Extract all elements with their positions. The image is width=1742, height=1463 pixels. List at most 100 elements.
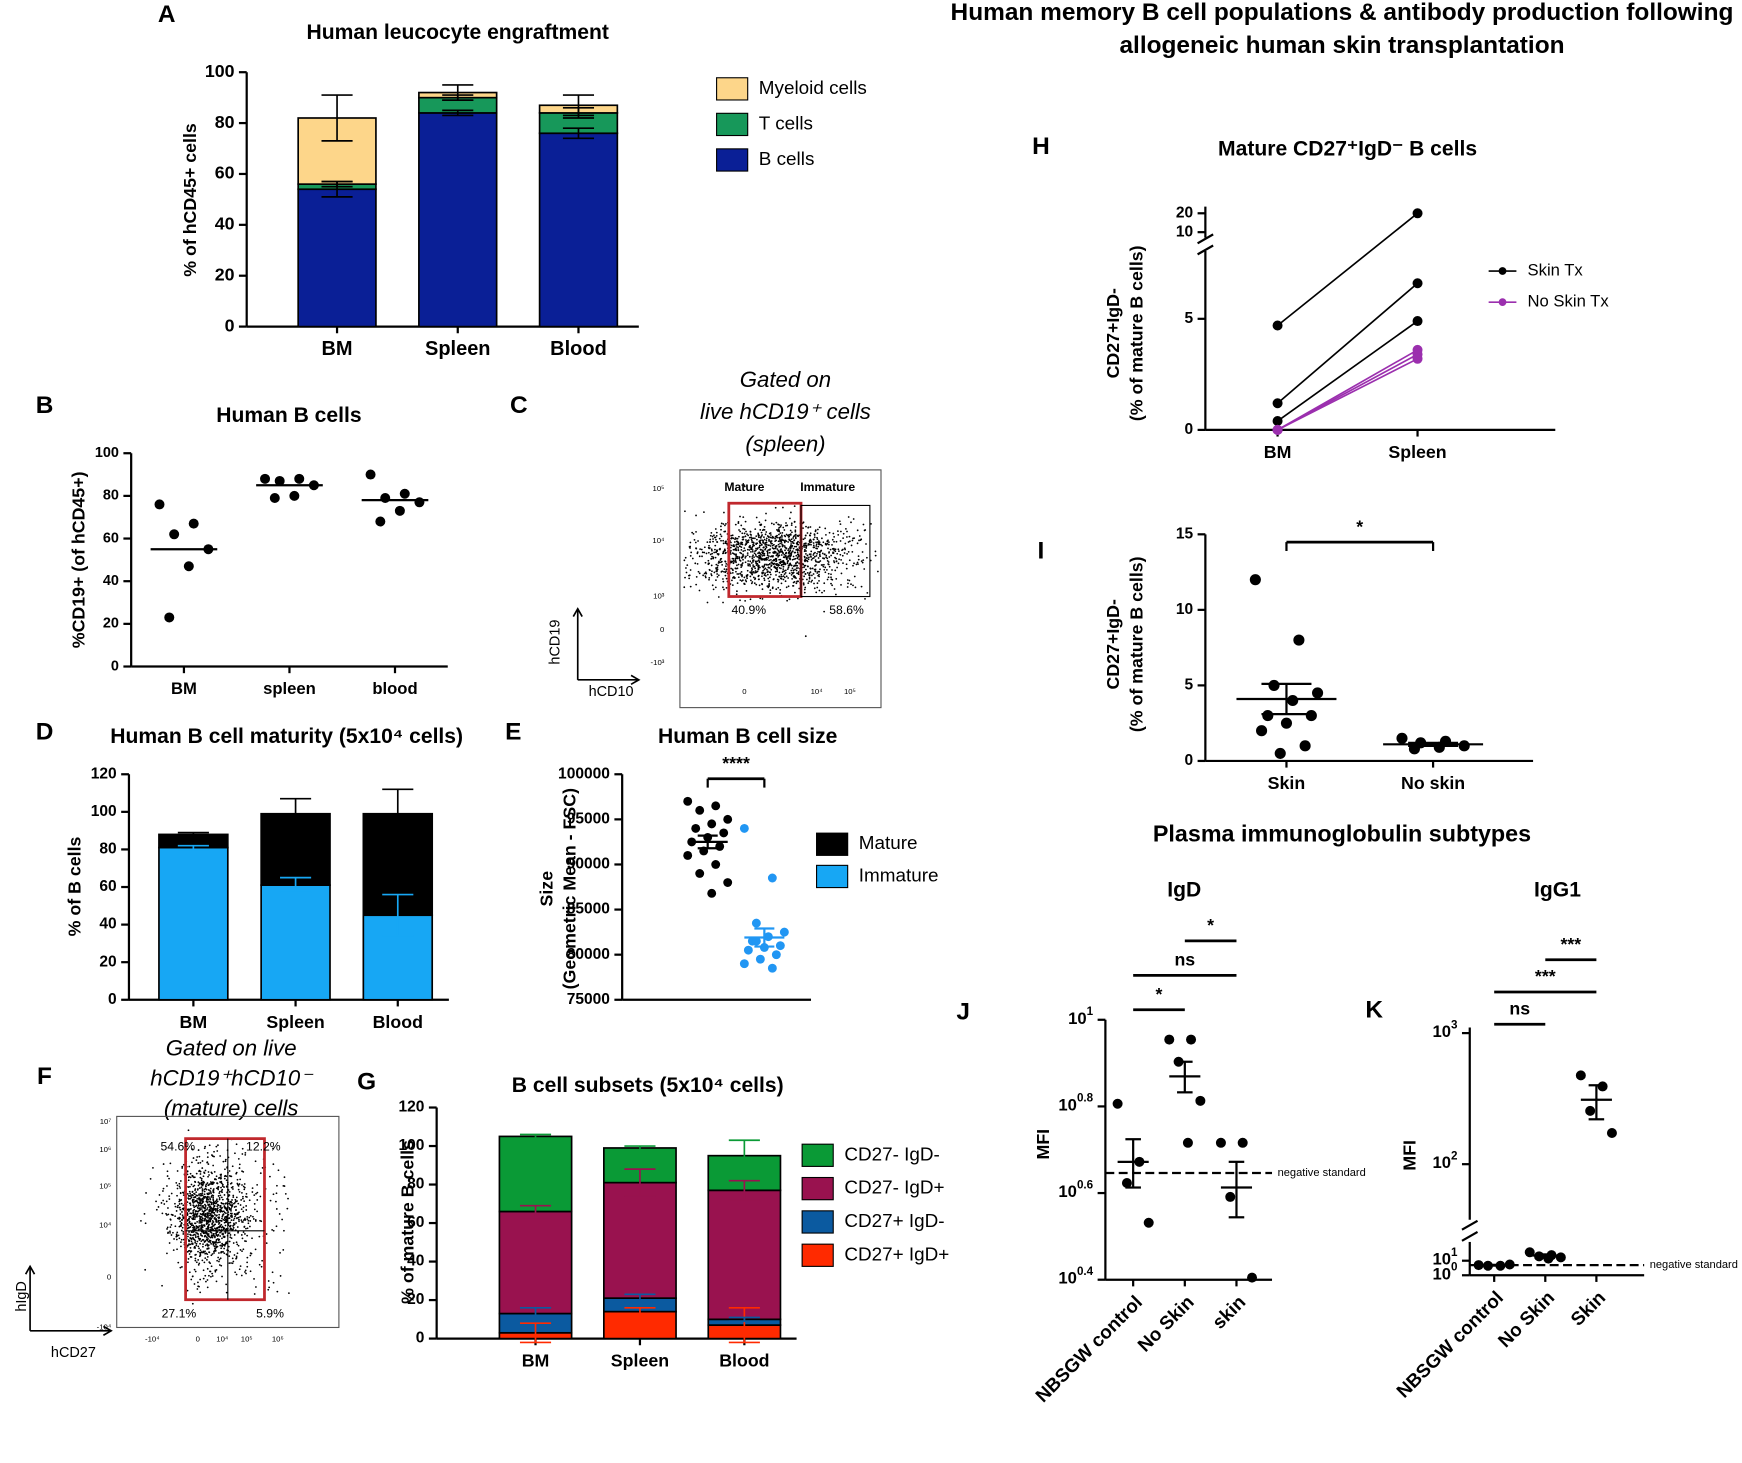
figure-title: allogeneic human skin transplantation <box>1119 32 1564 59</box>
event-dot <box>819 551 821 554</box>
event-dot <box>810 541 813 543</box>
event-dot <box>707 551 710 554</box>
event-dot <box>181 1266 183 1268</box>
event-dot <box>201 1235 204 1237</box>
event-dot <box>203 1147 206 1150</box>
event-dot <box>253 1194 256 1197</box>
event-dot <box>781 545 784 548</box>
event-dot <box>813 536 816 539</box>
chart-title: Human B cells <box>216 404 361 427</box>
event-dot <box>211 1219 214 1222</box>
event-dot <box>783 573 786 575</box>
event-dot <box>768 562 771 565</box>
event-dot <box>734 553 736 556</box>
event-dot <box>196 1194 199 1197</box>
event-dot <box>750 562 753 564</box>
event-dot <box>730 534 733 537</box>
event-dot <box>755 543 758 546</box>
event-dot <box>265 1242 268 1245</box>
event-dot <box>709 538 712 541</box>
event-dot <box>730 549 732 552</box>
event-dot <box>253 1278 255 1280</box>
event-dot <box>765 531 768 533</box>
event-dot <box>197 1263 200 1266</box>
event-dot <box>775 544 778 547</box>
data-point <box>695 869 705 878</box>
event-dot <box>750 538 753 541</box>
event-dot <box>177 1204 179 1207</box>
event-dot <box>744 544 747 546</box>
event-dot <box>204 1187 207 1190</box>
event-dot <box>756 548 759 550</box>
event-dot <box>774 570 777 573</box>
event-dot <box>714 536 717 539</box>
event-dot <box>759 544 761 547</box>
event-dot <box>691 557 694 560</box>
event-dot <box>224 1224 227 1227</box>
event-dot <box>792 535 795 538</box>
event-dot <box>237 1216 240 1219</box>
event-dot <box>204 1244 207 1247</box>
event-dot <box>228 1240 231 1243</box>
event-dot <box>809 538 812 541</box>
event-dot <box>691 531 694 534</box>
event-dot <box>202 1243 204 1246</box>
event-dot <box>214 1223 217 1226</box>
event-dot <box>748 536 751 539</box>
event-dot <box>757 575 760 578</box>
event-dot <box>235 1222 237 1224</box>
event-dot <box>847 541 850 543</box>
event-dot <box>256 1191 259 1194</box>
event-dot <box>792 575 795 578</box>
event-dot <box>181 1211 183 1213</box>
event-dot <box>788 598 791 601</box>
event-dot <box>848 535 851 538</box>
plot-frame <box>116 1115 340 1329</box>
event-dot <box>209 1216 211 1219</box>
event-dot <box>204 1215 206 1218</box>
event-dot <box>187 1198 190 1200</box>
event-dot <box>849 540 851 543</box>
event-dot <box>694 541 697 544</box>
event-dot <box>187 1194 190 1197</box>
event-dot <box>812 557 815 559</box>
event-dot <box>158 1194 161 1196</box>
event-dot <box>190 1234 192 1237</box>
event-dot <box>794 575 796 578</box>
event-dot <box>224 1158 227 1161</box>
x-axis-label: hCD27 <box>51 1345 96 1361</box>
event-dot <box>794 533 797 536</box>
y-tick-label: 100 <box>398 1137 424 1154</box>
event-dot <box>766 585 769 587</box>
event-dot <box>188 1217 190 1220</box>
event-dot <box>230 1206 233 1208</box>
event-dot <box>688 577 691 580</box>
axis-break <box>1461 1230 1479 1242</box>
event-dot <box>207 1225 209 1228</box>
event-dot <box>202 1211 205 1214</box>
event-dot <box>749 565 752 567</box>
event-dot <box>739 579 742 581</box>
event-dot <box>207 1233 210 1235</box>
event-dot <box>168 1242 171 1244</box>
event-dot <box>242 1210 245 1213</box>
event-dot <box>186 1212 189 1214</box>
event-dot <box>279 1275 282 1277</box>
event-dot <box>271 1228 274 1231</box>
data-point <box>1312 687 1324 699</box>
event-dot <box>758 556 760 559</box>
y-tick-label: 10 <box>1176 223 1194 240</box>
event-dot <box>256 1199 259 1201</box>
event-dot <box>231 1165 234 1168</box>
y-tick-label: 100 <box>205 61 235 81</box>
event-dot <box>225 1175 228 1178</box>
event-dot <box>814 577 816 579</box>
event-dot <box>215 1238 218 1241</box>
event-dot <box>217 1241 220 1244</box>
event-dot <box>747 560 750 562</box>
event-dot <box>167 1207 169 1209</box>
event-dot <box>187 1235 189 1238</box>
event-dot <box>178 1203 181 1205</box>
event-dot <box>741 532 744 535</box>
